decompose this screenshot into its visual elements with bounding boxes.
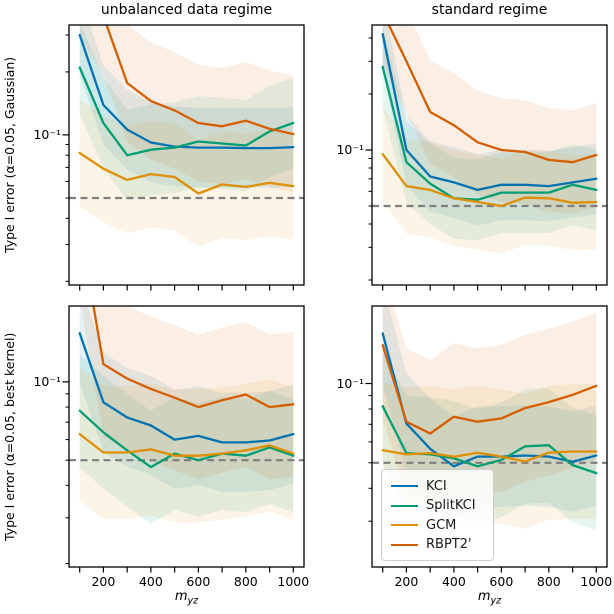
legend-item-rbpt2: RBPT2' <box>391 536 485 554</box>
series-line-SplitKCI <box>78 66 295 157</box>
confidence-band-RBPT2' <box>382 25 597 214</box>
legend-item-kci: KCI <box>391 477 485 495</box>
series-line-KCI <box>381 332 598 468</box>
legend-label-kci: KCI <box>426 478 447 494</box>
confidence-band-SplitKCI <box>79 25 294 201</box>
axes-frame <box>68 305 305 568</box>
axes-frame <box>371 305 608 568</box>
y-tick-label: 10⁻¹ <box>33 126 61 142</box>
series-line-RBPT2' <box>105 25 295 136</box>
series-line-GCM <box>78 432 295 457</box>
x-tick-label: 200 <box>394 574 419 589</box>
y-axis-label-gaussian: Type I error (α=0.05, Gaussian) <box>2 56 17 254</box>
x-axis-var-sub: yz <box>490 595 502 607</box>
plot-area-top-left <box>62 24 305 291</box>
series-line-GCM <box>381 449 598 463</box>
legend: KCI SplitKCI GCM RBPT2' <box>381 469 494 561</box>
x-axis-var-sub: yz <box>187 595 199 607</box>
plot-area-top-right <box>365 24 608 291</box>
x-tick-label: 1000 <box>277 574 310 589</box>
series-line-RBPT2' <box>387 25 598 164</box>
x-tick-label: 400 <box>138 574 163 589</box>
series-line-SplitKCI <box>381 65 598 201</box>
gcm-line-swatch <box>391 524 418 527</box>
series-line-GCM <box>78 151 295 195</box>
legend-label-splitkci: SplitKCI <box>426 498 476 514</box>
series-line-KCI <box>78 332 295 444</box>
x-tick-label: 1000 <box>580 574 613 589</box>
legend-item-gcm: GCM <box>391 516 485 534</box>
x-axis-label-right: myz <box>372 589 607 607</box>
plot-area-bottom-left <box>62 305 305 573</box>
series-line-RBPT2' <box>92 306 295 409</box>
confidence-band-GCM <box>382 106 597 254</box>
x-tick-label: 800 <box>536 574 561 589</box>
x-tick-label: 200 <box>91 574 116 589</box>
legend-label-rbpt2: RBPT2' <box>426 537 472 553</box>
y-axis-label-best-kernel: Type I error (α=0.05, best kernel) <box>2 332 17 541</box>
series-line-GCM <box>381 152 598 208</box>
y-tick-label: 10⁻¹ <box>336 375 364 391</box>
subplot-title-unbalanced: unbalanced data regime <box>100 2 273 18</box>
confidence-band-GCM <box>79 367 294 523</box>
y-tick-label: 10⁻¹ <box>33 373 61 389</box>
splitkci-line-swatch <box>391 504 418 507</box>
x-axis-label-left: myz <box>69 589 304 607</box>
x-axis-var: m <box>174 589 188 604</box>
confidence-band-RBPT2' <box>81 306 294 480</box>
x-tick-label: 800 <box>233 574 258 589</box>
axes-frame <box>371 24 608 286</box>
x-axis-var: m <box>477 589 491 604</box>
legend-item-splitkci: SplitKCI <box>391 497 485 515</box>
confidence-band-RBPT2' <box>79 25 294 193</box>
y-tick-label: 10⁻¹ <box>336 142 364 157</box>
legend-label-gcm: GCM <box>426 517 457 533</box>
x-tick-label: 400 <box>441 574 466 589</box>
confidence-band-SplitKCI <box>79 354 294 524</box>
subplot-title-standard: standard regime <box>431 2 548 18</box>
series-line-KCI <box>381 32 598 192</box>
confidence-band-KCI <box>79 306 294 492</box>
x-tick-label: 600 <box>489 574 514 589</box>
confidence-band-GCM <box>79 99 294 247</box>
rbpt2-line-swatch <box>391 543 418 546</box>
confidence-band-KCI <box>382 25 597 226</box>
series-line-SplitKCI <box>78 409 295 469</box>
x-tick-label: 600 <box>186 574 211 589</box>
series-line-KCI <box>78 33 295 150</box>
series-line-RBPT2' <box>381 343 598 435</box>
kci-line-swatch <box>391 485 418 487</box>
